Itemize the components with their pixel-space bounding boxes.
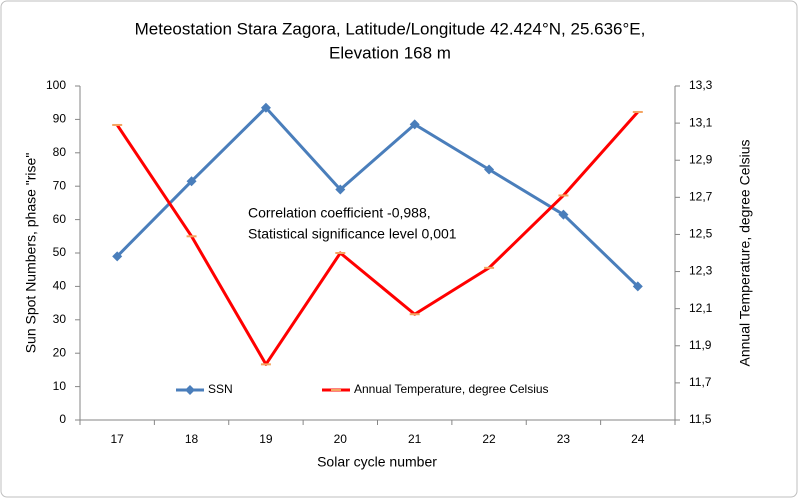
- y-tick-label: 60: [53, 212, 67, 226]
- marker: [558, 209, 569, 220]
- annotation: Statistical significance level 0,001: [248, 226, 457, 242]
- annotation: Correlation coefficient -0,988,: [248, 205, 431, 221]
- marker: [632, 281, 643, 292]
- y2-tick-label: 13,3: [689, 78, 713, 92]
- y2-tick-label: 13,1: [689, 115, 713, 129]
- x-tick-label: 17: [111, 432, 125, 446]
- y2-tick-label: 12,9: [689, 152, 713, 166]
- y-tick-label: 90: [53, 112, 67, 126]
- x-tick-label: 18: [185, 432, 199, 446]
- x-tick-label: 23: [557, 432, 571, 446]
- y-tick-label: 100: [46, 78, 66, 92]
- marker: [335, 184, 346, 195]
- chart-title: Elevation 168 m: [329, 43, 451, 62]
- y2-tick-label: 11,9: [689, 338, 712, 352]
- series-line: [115, 110, 639, 366]
- x-axis-title: Solar cycle number: [317, 454, 437, 470]
- y-tick-label: 70: [53, 178, 67, 192]
- y-tick-label: 40: [53, 279, 67, 293]
- y-tick-label: 10: [53, 379, 67, 393]
- y2-tick-label: 11,5: [689, 412, 712, 426]
- y-tick-label: 0: [59, 412, 66, 426]
- y2-tick-label: 12,7: [689, 190, 713, 204]
- marker: [260, 102, 271, 113]
- x-tick-label: 22: [482, 432, 496, 446]
- y-tick-label: 20: [53, 345, 67, 359]
- marker: [186, 176, 197, 187]
- y-tick-label: 50: [53, 245, 67, 259]
- y-axis-title: Sun Spot Numbers, phase "rise": [23, 153, 39, 354]
- y2-tick-label: 12,5: [689, 227, 713, 241]
- x-tick-label: 19: [259, 432, 273, 446]
- y-tick-label: 80: [53, 145, 67, 159]
- x-tick-label: 20: [334, 432, 348, 446]
- legend-label: SSN: [208, 382, 233, 396]
- x-tick-label: 21: [408, 432, 422, 446]
- y2-axis-title: Annual Temperature, degree Celsius: [737, 140, 753, 367]
- legend-label: Annual Temperature, degree Celsius: [354, 382, 549, 396]
- marker: [484, 164, 495, 175]
- marker: [112, 251, 123, 262]
- x-tick-label: 24: [631, 432, 645, 446]
- legend-marker: [185, 385, 195, 395]
- y2-tick-label: 12,3: [689, 264, 713, 278]
- chart-title: Meteostation Stara Zagora, Latitude/Long…: [135, 19, 646, 38]
- y2-tick-label: 11,7: [689, 375, 712, 389]
- marker: [409, 119, 420, 130]
- y-tick-label: 30: [53, 312, 67, 326]
- y2-tick-label: 12,1: [689, 301, 713, 315]
